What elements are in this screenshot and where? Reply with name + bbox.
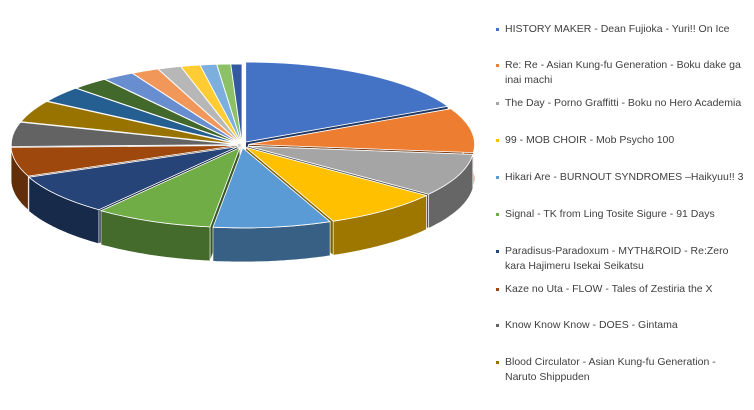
legend-marker	[496, 139, 499, 142]
legend-marker	[496, 64, 499, 67]
legend-item: Blood Circulator - Asian Kung-fu Generat…	[496, 355, 748, 385]
pie-slice-3	[247, 145, 474, 195]
pie-chart	[10, 61, 475, 263]
pie-slice-10	[20, 101, 238, 145]
legend-label: The Day - Porno Graffitti - Boku no Hero…	[505, 97, 742, 109]
legend-label: Re: Re - Asian Kung-fu Generation - Boku…	[505, 59, 741, 86]
legend-label: HISTORY MAKER - Dean Fujioka - Yuri!! On…	[505, 23, 730, 35]
pie-slice-4	[245, 147, 428, 222]
legend-marker	[496, 324, 499, 327]
legend-item: Hikari Are - BURNOUT SYNDROMES –Haikyuu!…	[496, 170, 748, 185]
legend-marker	[496, 213, 499, 216]
legend-label: Paradisus-Paradoxum - MYTH&ROID - Re:Zer…	[505, 245, 729, 272]
pie-slice-7	[27, 146, 238, 211]
pie-slice-8	[10, 145, 238, 177]
legend-label: Blood Circulator - Asian Kung-fu Generat…	[505, 356, 716, 383]
pie-chart-area	[10, 61, 475, 263]
legend-label: Kaze no Uta - FLOW - Tales of Zestiria t…	[505, 283, 713, 295]
legend-item: HISTORY MAKER - Dean Fujioka - Yuri!! On…	[496, 22, 748, 37]
legend-label: Know Know Know - DOES - Gintama	[505, 319, 678, 331]
legend-marker	[496, 250, 499, 253]
legend-marker	[496, 28, 499, 31]
pie-slice-19	[230, 63, 243, 145]
legend-label: 99 - MOB CHOIR - Mob Psycho 100	[505, 134, 675, 146]
legend-item: Kaze no Uta - FLOW - Tales of Zestiria t…	[496, 282, 748, 297]
pie-slice-9	[10, 121, 238, 147]
pie-tops	[10, 61, 475, 229]
pie-slice-5	[212, 147, 332, 229]
pie-slice-2	[248, 108, 475, 154]
chart-legend: HISTORY MAKER - Dean Fujioka - Yuri!! On…	[496, 0, 752, 410]
legend-item: Know Know Know - DOES - Gintama	[496, 318, 748, 333]
legend-marker	[496, 102, 499, 105]
legend-item: Re: Re - Asian Kung-fu Generation - Boku…	[496, 58, 748, 88]
legend-item: Signal - TK from Ling Tosite Sigure - 91…	[496, 207, 748, 222]
legend-label: Signal - TK from Ling Tosite Sigure - 91…	[505, 208, 715, 220]
legend-marker	[496, 176, 499, 179]
legend-marker	[496, 361, 499, 364]
legend-item: The Day - Porno Graffitti - Boku no Hero…	[496, 96, 748, 111]
legend-marker	[496, 288, 499, 291]
pie-slice-11	[46, 87, 239, 145]
legend-label: Hikari Are - BURNOUT SYNDROMES –Haikyuu!…	[505, 171, 744, 183]
pie-slice-6	[99, 146, 241, 228]
pie-slice-1	[245, 61, 449, 143]
legend-item: Paradisus-Paradoxum - MYTH&ROID - Re:Zer…	[496, 244, 748, 274]
legend-item: 99 - MOB CHOIR - Mob Psycho 100	[496, 133, 748, 148]
